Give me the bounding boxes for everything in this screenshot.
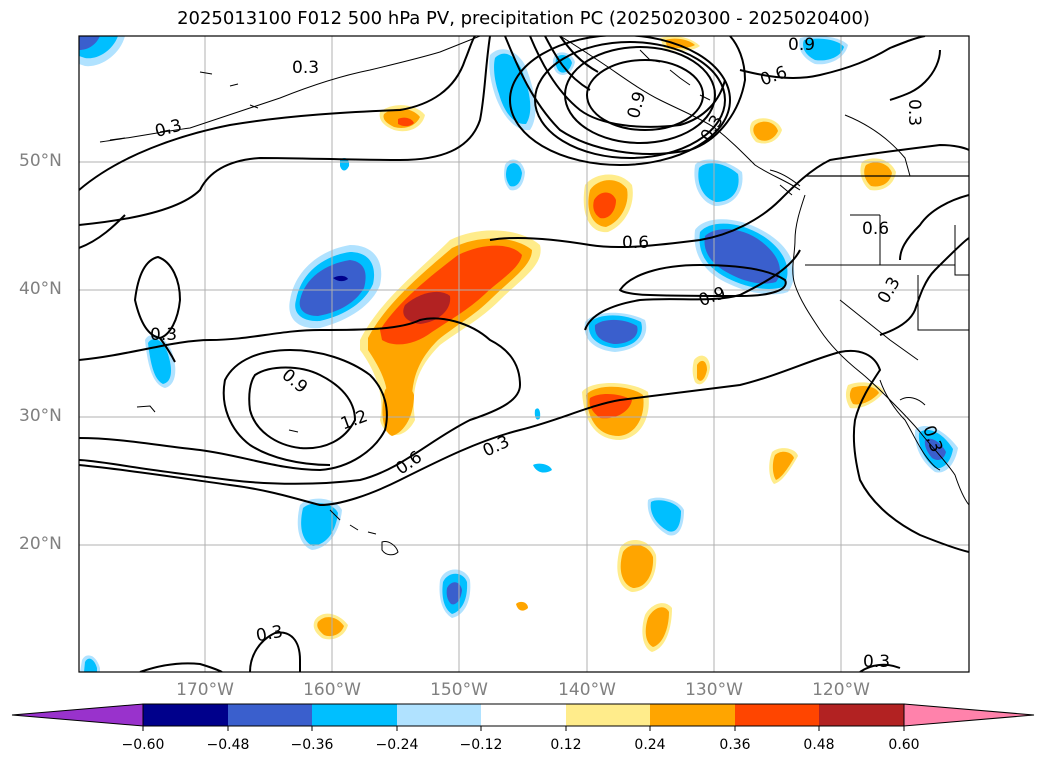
lon-label-170w: 170°W <box>176 680 234 700</box>
colorbar-swatch <box>397 704 481 726</box>
colorbar-tick-label: −0.36 <box>290 737 334 753</box>
contour-label: 0.3 <box>480 432 513 462</box>
colorbar-swatch <box>819 704 904 726</box>
contour-label: 0.3 <box>904 99 924 126</box>
colorbar-tick-label: 0.36 <box>719 737 751 753</box>
map-frame <box>78 35 970 673</box>
contour-label: 0.6 <box>622 233 649 253</box>
contour-label: 0.6 <box>392 447 426 479</box>
colorbar-tick-label: 0.24 <box>634 737 666 753</box>
colorbar <box>11 703 1035 731</box>
colorbar-swatch <box>566 704 650 726</box>
lon-label-130w: 130°W <box>685 680 743 700</box>
colorbar-swatch <box>735 704 819 726</box>
coastlines <box>99 36 969 556</box>
colorbar-tick-label: −0.24 <box>375 737 419 753</box>
lon-label-160w: 160°W <box>303 680 361 700</box>
contour-label: 0.3 <box>874 274 905 307</box>
contour-label: 0.3 <box>292 58 319 78</box>
colorbar-swatch <box>481 704 566 726</box>
colorbar-tick-label: −0.48 <box>206 737 250 753</box>
precip-shading <box>79 36 958 672</box>
colorbar-tick-label: 0.48 <box>803 737 835 753</box>
contour-label: 0.3 <box>150 325 177 345</box>
contour-label: 0.9 <box>788 35 815 55</box>
chart-title: 2025013100 F012 500 hPa PV, precipitatio… <box>177 8 870 29</box>
colorbar-swatch <box>312 704 397 726</box>
contour-label: 0.9 <box>696 283 728 311</box>
lon-label-150w: 150°W <box>430 680 488 700</box>
colorbar-extend-low <box>11 703 144 727</box>
lat-label-40n: 40°N <box>19 279 62 299</box>
lat-label-20n: 20°N <box>19 534 62 554</box>
contour-label: 0.6 <box>758 62 790 90</box>
contour-label: 0.3 <box>254 622 284 646</box>
contour-label: 1.2 <box>338 406 370 434</box>
lat-label-50n: 50°N <box>19 151 62 171</box>
colorbar-tick-label: −0.12 <box>459 737 503 753</box>
colorbar-swatch <box>228 704 312 726</box>
colorbar-swatch <box>143 704 228 726</box>
colorbar-tick-label: −0.60 <box>121 737 165 753</box>
colorbar-tick-label: 0.60 <box>888 737 920 753</box>
colorbar-tick-label: 0.12 <box>550 737 582 753</box>
contour-label: 0.3 <box>697 112 728 145</box>
contour-label: 0.9 <box>624 89 650 120</box>
pv-contours <box>79 36 969 672</box>
lon-label-140w: 140°W <box>558 680 616 700</box>
lat-label-30n: 30°N <box>19 406 62 426</box>
colorbar-extend-high <box>903 703 1035 727</box>
graticule <box>79 36 969 672</box>
lon-label-120w: 120°W <box>812 680 870 700</box>
colorbar-swatch <box>650 704 735 726</box>
contour-label: 0.3 <box>863 652 890 672</box>
contour-label: 0.6 <box>862 219 889 239</box>
